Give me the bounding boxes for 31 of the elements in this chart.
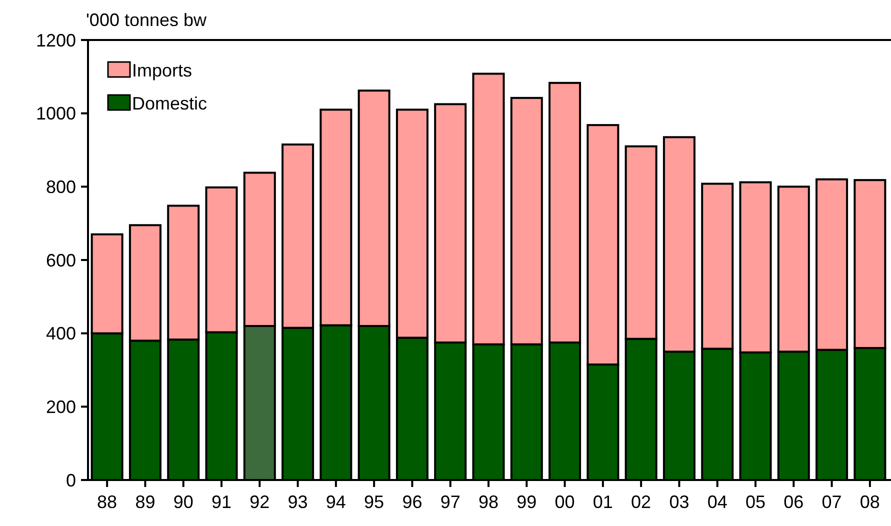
legend-label: Imports [132,60,192,80]
y-tick-label: 400 [46,324,76,344]
x-tick-label: 95 [364,492,384,512]
x-tick-label: 93 [288,492,308,512]
x-tick-label: 96 [402,492,422,512]
x-tick-label: 05 [745,492,766,512]
x-tick-label: 90 [173,492,194,512]
y-tick-label: 1200 [36,30,76,50]
y-tick-label: 200 [46,396,76,417]
x-tick-label: 02 [631,492,652,512]
x-tick-label: 92 [250,492,270,512]
legend-label: Domestic [132,93,208,114]
x-tick-label: 03 [669,492,690,512]
y-tick-label: 1000 [36,104,76,124]
x-tick-label: 06 [784,492,804,512]
x-tick-label: 08 [860,492,880,512]
y-axis-title: '000 tonnes bw [86,10,208,30]
x-tick-label: 07 [822,492,842,512]
x-tick-label: 97 [440,492,460,512]
y-tick-label: 800 [46,176,76,197]
x-tick-label: 01 [592,492,613,512]
y-tick-label: 0 [66,470,76,490]
x-tick-label: 89 [135,492,156,512]
y-tick-label: 600 [46,250,76,270]
x-tick-label: 00 [554,492,575,512]
x-tick-label: 98 [478,492,499,512]
x-tick-label: 88 [97,492,118,512]
x-tick-label: 94 [326,492,346,512]
x-tick-label: 91 [211,492,232,512]
x-tick-label: 99 [516,492,537,512]
x-tick-label: 04 [707,492,728,512]
